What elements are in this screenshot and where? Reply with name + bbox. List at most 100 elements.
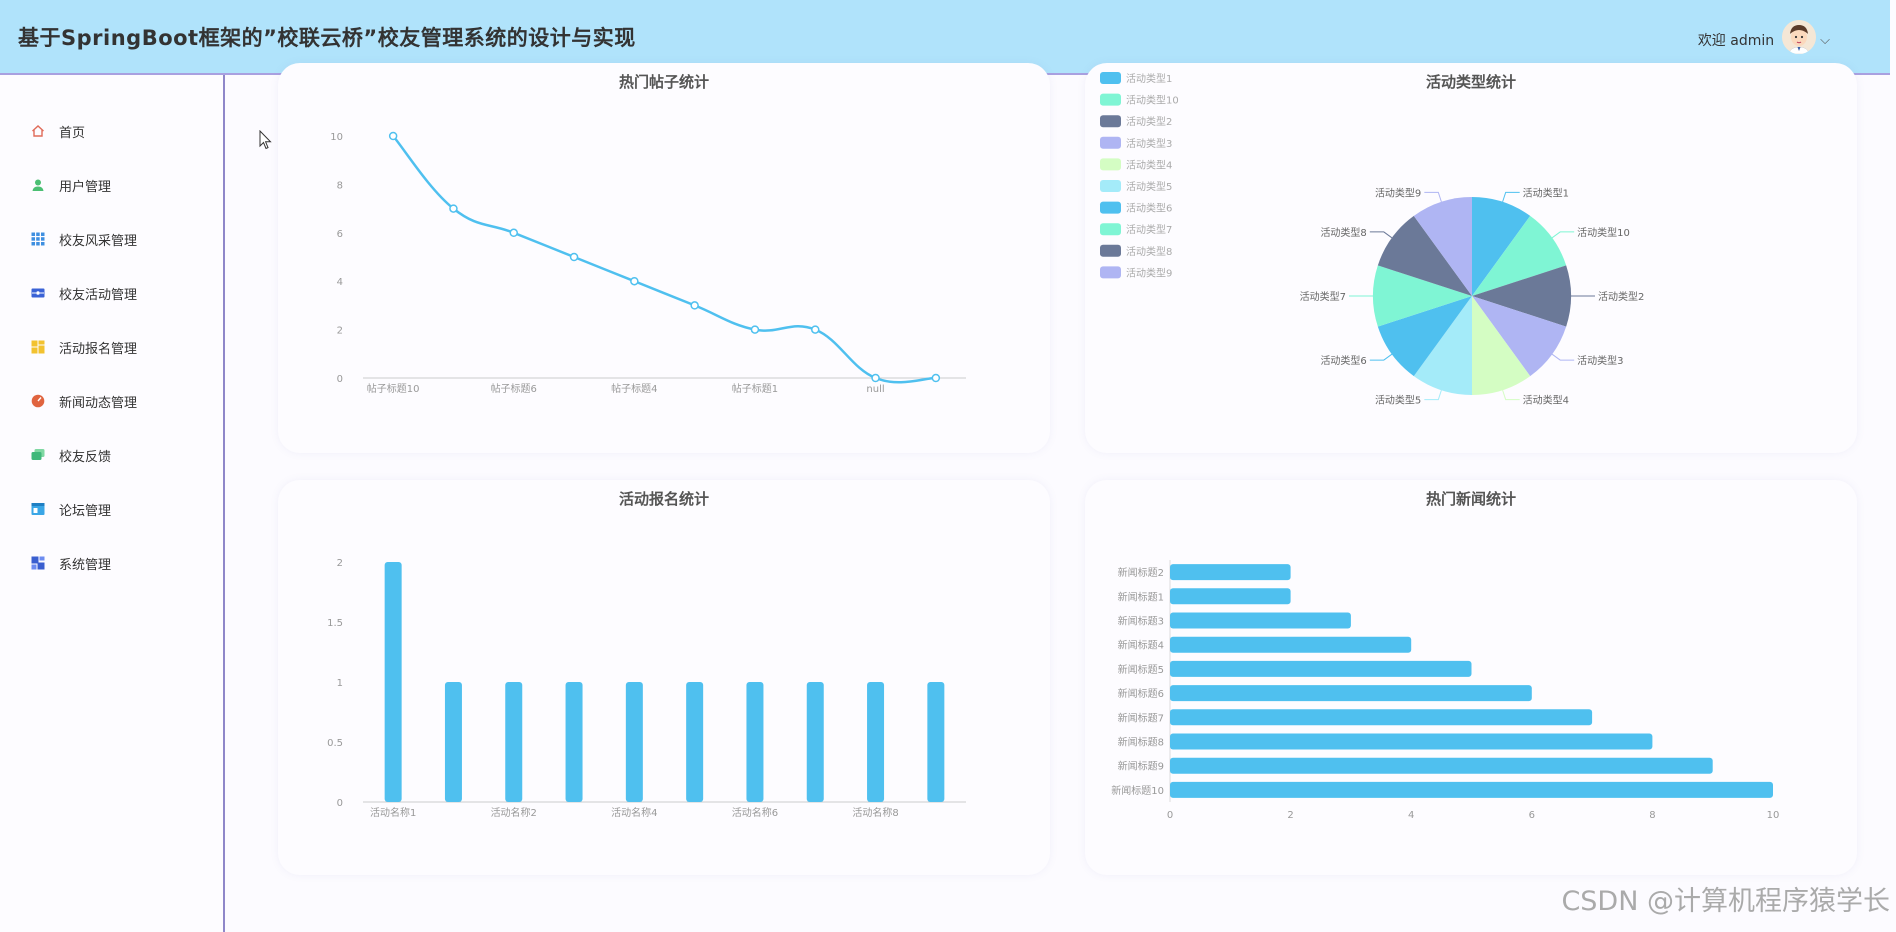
legend-swatch xyxy=(1100,201,1121,214)
chart-activity-types: 活动类型统计活动类型1活动类型10活动类型2活动类型3活动类型4活动类型5活动类… xyxy=(1100,72,1644,407)
pie-label: 活动类型7 xyxy=(1300,290,1346,303)
pie-label: 活动类型6 xyxy=(1320,354,1366,367)
chart-hot-posts: 热门帖子统计 0 2 4 6 8 10 帖子标题10 帖子标题6 帖子标题4 帖子标题1 null xyxy=(330,73,966,395)
bar xyxy=(1170,709,1593,726)
sidebar-item-label: 系统管理 xyxy=(59,557,112,573)
mouse-cursor-icon xyxy=(259,129,273,154)
sidebar-item-label: 校友风采管理 xyxy=(59,233,138,249)
pie-label-line xyxy=(1551,231,1575,239)
data-point xyxy=(871,373,880,383)
chart-card-hot-news: 热门新闻统计 0 2 4 6 8 10 新闻标题2 新闻标题1 新闻标题3 新闻标题4 新闻标题5 新闻… xyxy=(1085,480,1857,875)
grid-icon xyxy=(30,232,45,247)
legend-label: 活动类型5 xyxy=(1126,180,1172,193)
data-point xyxy=(388,131,398,141)
chart-hot-news: 热门新闻统计 0 2 4 6 8 10 新闻标题2 新闻标题1 新闻标题3 新闻标题4 新闻标题5 新闻… xyxy=(1111,490,1779,821)
bar xyxy=(927,682,945,802)
sidebar-item-signup[interactable]: 活动报名管理 xyxy=(30,335,137,359)
legend-swatch xyxy=(1100,115,1121,128)
pie-slice xyxy=(1377,215,1472,296)
legend-swatch xyxy=(1100,93,1121,106)
pie-label: 活动类型3 xyxy=(1577,354,1623,367)
legend-label: 活动类型2 xyxy=(1126,115,1172,128)
sidebar-item-system[interactable]: 系统管理 xyxy=(30,551,111,575)
pie-label: 活动类型4 xyxy=(1523,394,1569,407)
news-icon xyxy=(30,394,45,409)
chart-title: 热门帖子统计 xyxy=(619,73,709,91)
pie-label: 活动类型2 xyxy=(1598,290,1644,303)
system-icon xyxy=(30,556,45,571)
pie-label: 活动类型9 xyxy=(1375,186,1421,199)
y-tick-label: 6 xyxy=(337,229,343,240)
data-point xyxy=(449,204,458,213)
chevron-down-icon[interactable]: ⌵ xyxy=(1820,32,1830,48)
pie-slice xyxy=(1472,265,1571,327)
y-tick-label: 新闻标题4 xyxy=(1118,639,1164,652)
sidebar-item-home[interactable]: 首页 xyxy=(30,119,85,143)
pie-slice xyxy=(1373,265,1472,327)
chart-title: 热门新闻统计 xyxy=(1426,490,1516,508)
pie-label: 活动类型1 xyxy=(1523,186,1569,199)
bar xyxy=(867,682,885,802)
bar xyxy=(1170,781,1773,798)
x-tick-label: 活动名称8 xyxy=(852,806,898,819)
x-tick-label: 帖子标题1 xyxy=(732,382,778,395)
x-tick-label: 活动名称1 xyxy=(370,806,416,819)
pie-label-line xyxy=(1551,353,1575,361)
legend-label: 活动类型3 xyxy=(1126,137,1172,150)
top-header: 基于SpringBoot框架的”校联云桥”校友管理系统的设计与实现 欢迎 adm… xyxy=(0,0,1890,75)
y-tick-label: 1 xyxy=(337,678,343,689)
legend-label: 活动类型7 xyxy=(1126,223,1172,236)
y-tick-label: 0.5 xyxy=(327,738,343,749)
legend-label: 活动类型10 xyxy=(1126,94,1179,107)
data-point xyxy=(690,301,699,310)
chart-activity-signups: 活动报名统计 0 0.5 1 1.5 2 活动名称1 活动名称2 活动名称4 活动名称6 活动名称8 xyxy=(327,490,966,819)
legend-label: 活动类型1 xyxy=(1126,72,1172,85)
y-tick-label: 新闻标题9 xyxy=(1118,760,1164,773)
legend-swatch xyxy=(1100,244,1121,257)
user-menu[interactable]: 欢迎 admin ⌵ xyxy=(1697,20,1830,54)
x-tick-label: 2 xyxy=(1287,810,1293,821)
bar xyxy=(505,682,523,802)
sidebar-item-feedback[interactable]: 校友反馈 xyxy=(30,443,111,467)
welcome-text: 欢迎 admin xyxy=(1697,33,1775,49)
sidebar-item-label: 校友活动管理 xyxy=(59,287,138,303)
sidebar-item-label: 论坛管理 xyxy=(59,503,112,519)
y-tick-label: 1.5 xyxy=(327,618,343,629)
bar xyxy=(1170,685,1532,702)
legend-swatch xyxy=(1100,158,1121,171)
sidebar-item-users[interactable]: 用户管理 xyxy=(30,173,111,197)
x-tick-label: null xyxy=(866,384,884,395)
y-tick-label: 新闻标题7 xyxy=(1118,711,1164,724)
pie-slice xyxy=(1472,197,1531,296)
sidebar-item-forum[interactable]: 论坛管理 xyxy=(30,497,111,521)
sidebar-item-label: 新闻动态管理 xyxy=(59,395,138,411)
bar xyxy=(1170,757,1713,774)
chart-card-activity-types: 活动类型统计 活动类型1 活动类型10 活动类型2 活动类型3 活动类型4 活动类型5 活动类… xyxy=(1085,63,1857,453)
bar xyxy=(1170,733,1653,750)
x-tick-label: 8 xyxy=(1649,810,1655,821)
bar xyxy=(1170,636,1412,653)
y-tick-label: 新闻标题1 xyxy=(1118,590,1164,603)
bar xyxy=(1170,564,1291,581)
y-tick-label: 4 xyxy=(337,277,343,288)
sidebar-item-label: 首页 xyxy=(59,125,86,141)
pie-label-line xyxy=(1502,191,1520,202)
bar xyxy=(1170,660,1472,677)
pie-slice xyxy=(1472,296,1567,377)
legend-label: 活动类型4 xyxy=(1126,158,1172,171)
activity-icon xyxy=(30,286,45,301)
x-tick-label: 帖子标题4 xyxy=(611,382,657,395)
y-tick-label: 新闻标题5 xyxy=(1118,663,1164,676)
pie-label-line xyxy=(1369,353,1393,361)
sidebar-item-alumni-showcase[interactable]: 校友风采管理 xyxy=(30,227,137,251)
sidebar-item-news[interactable]: 新闻动态管理 xyxy=(30,389,137,413)
bar xyxy=(1170,588,1291,605)
sidebar-item-alumni-activity[interactable]: 校友活动管理 xyxy=(30,281,137,305)
pie-label: 活动类型10 xyxy=(1577,226,1630,239)
avatar[interactable] xyxy=(1782,20,1817,54)
bar xyxy=(384,562,402,802)
signup-icon xyxy=(30,340,45,355)
pie-slice xyxy=(1413,197,1472,296)
watermark: CSDN @计算机程序猿学长 xyxy=(1561,886,1890,917)
chart-title: 活动报名统计 xyxy=(619,490,709,508)
